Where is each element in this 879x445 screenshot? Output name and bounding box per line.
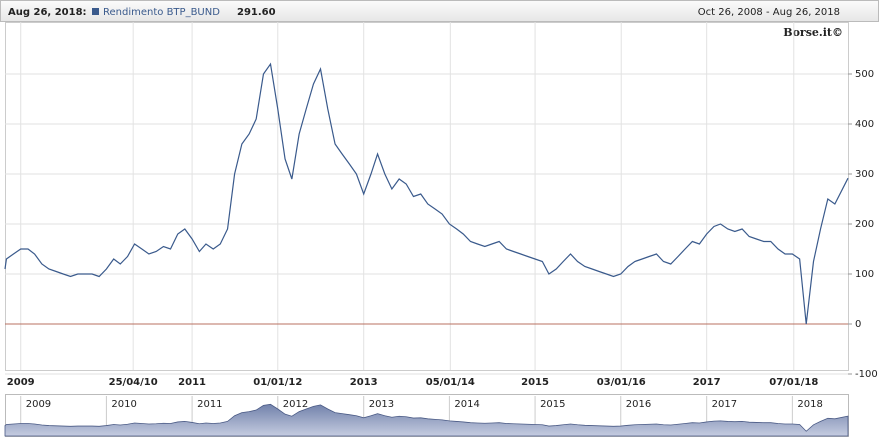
x-tick-label: 2011: [178, 377, 206, 388]
navigator-label: 2018: [797, 399, 822, 410]
navigator-label: 2014: [454, 399, 479, 410]
legend-swatch: [92, 8, 99, 15]
navigator-label: 2010: [111, 399, 136, 410]
navigator-label: 2017: [712, 399, 737, 410]
y-tick-label: -100: [855, 369, 878, 380]
header-date: Aug 26, 2018:: [8, 7, 87, 18]
navigator-label: 2013: [369, 399, 394, 410]
navigator-label: 2011: [197, 399, 222, 410]
plot-border: [5, 22, 849, 371]
x-tick-label: 2015: [521, 377, 549, 388]
x-tick-label: 05/01/14: [426, 377, 475, 388]
y-tick-label: 200: [855, 219, 874, 230]
navigator-label: 2012: [283, 399, 308, 410]
x-tick-label: 25/04/10: [109, 377, 158, 388]
x-tick-label: 2017: [693, 377, 721, 388]
x-tick-label: 03/01/16: [597, 377, 646, 388]
y-tick-label: 0: [855, 319, 861, 330]
date-range: Oct 26, 2008 - Aug 26, 2018: [698, 7, 840, 18]
navigator-label: 2009: [26, 399, 51, 410]
last-value: 291.60: [237, 7, 276, 18]
legend-label: Rendimento BTP_BUND: [103, 7, 220, 18]
x-tick-label: 2009: [7, 377, 35, 388]
navigator-label: 2015: [540, 399, 565, 410]
navigator-area: [4, 403, 849, 437]
source: Borse.it©: [783, 26, 843, 39]
navigator-label: 2016: [626, 399, 651, 410]
y-tick-label: 100: [855, 269, 874, 280]
x-tick-label: 01/01/12: [253, 377, 302, 388]
x-tick-label: 2013: [350, 377, 378, 388]
x-tick-label: 07/01/18: [769, 377, 818, 388]
y-tick-label: 500: [855, 69, 874, 80]
series-line: [4, 62, 849, 325]
y-tick-label: 300: [855, 169, 874, 180]
y-tick-label: 400: [855, 119, 874, 130]
navigator-border: [5, 394, 849, 437]
